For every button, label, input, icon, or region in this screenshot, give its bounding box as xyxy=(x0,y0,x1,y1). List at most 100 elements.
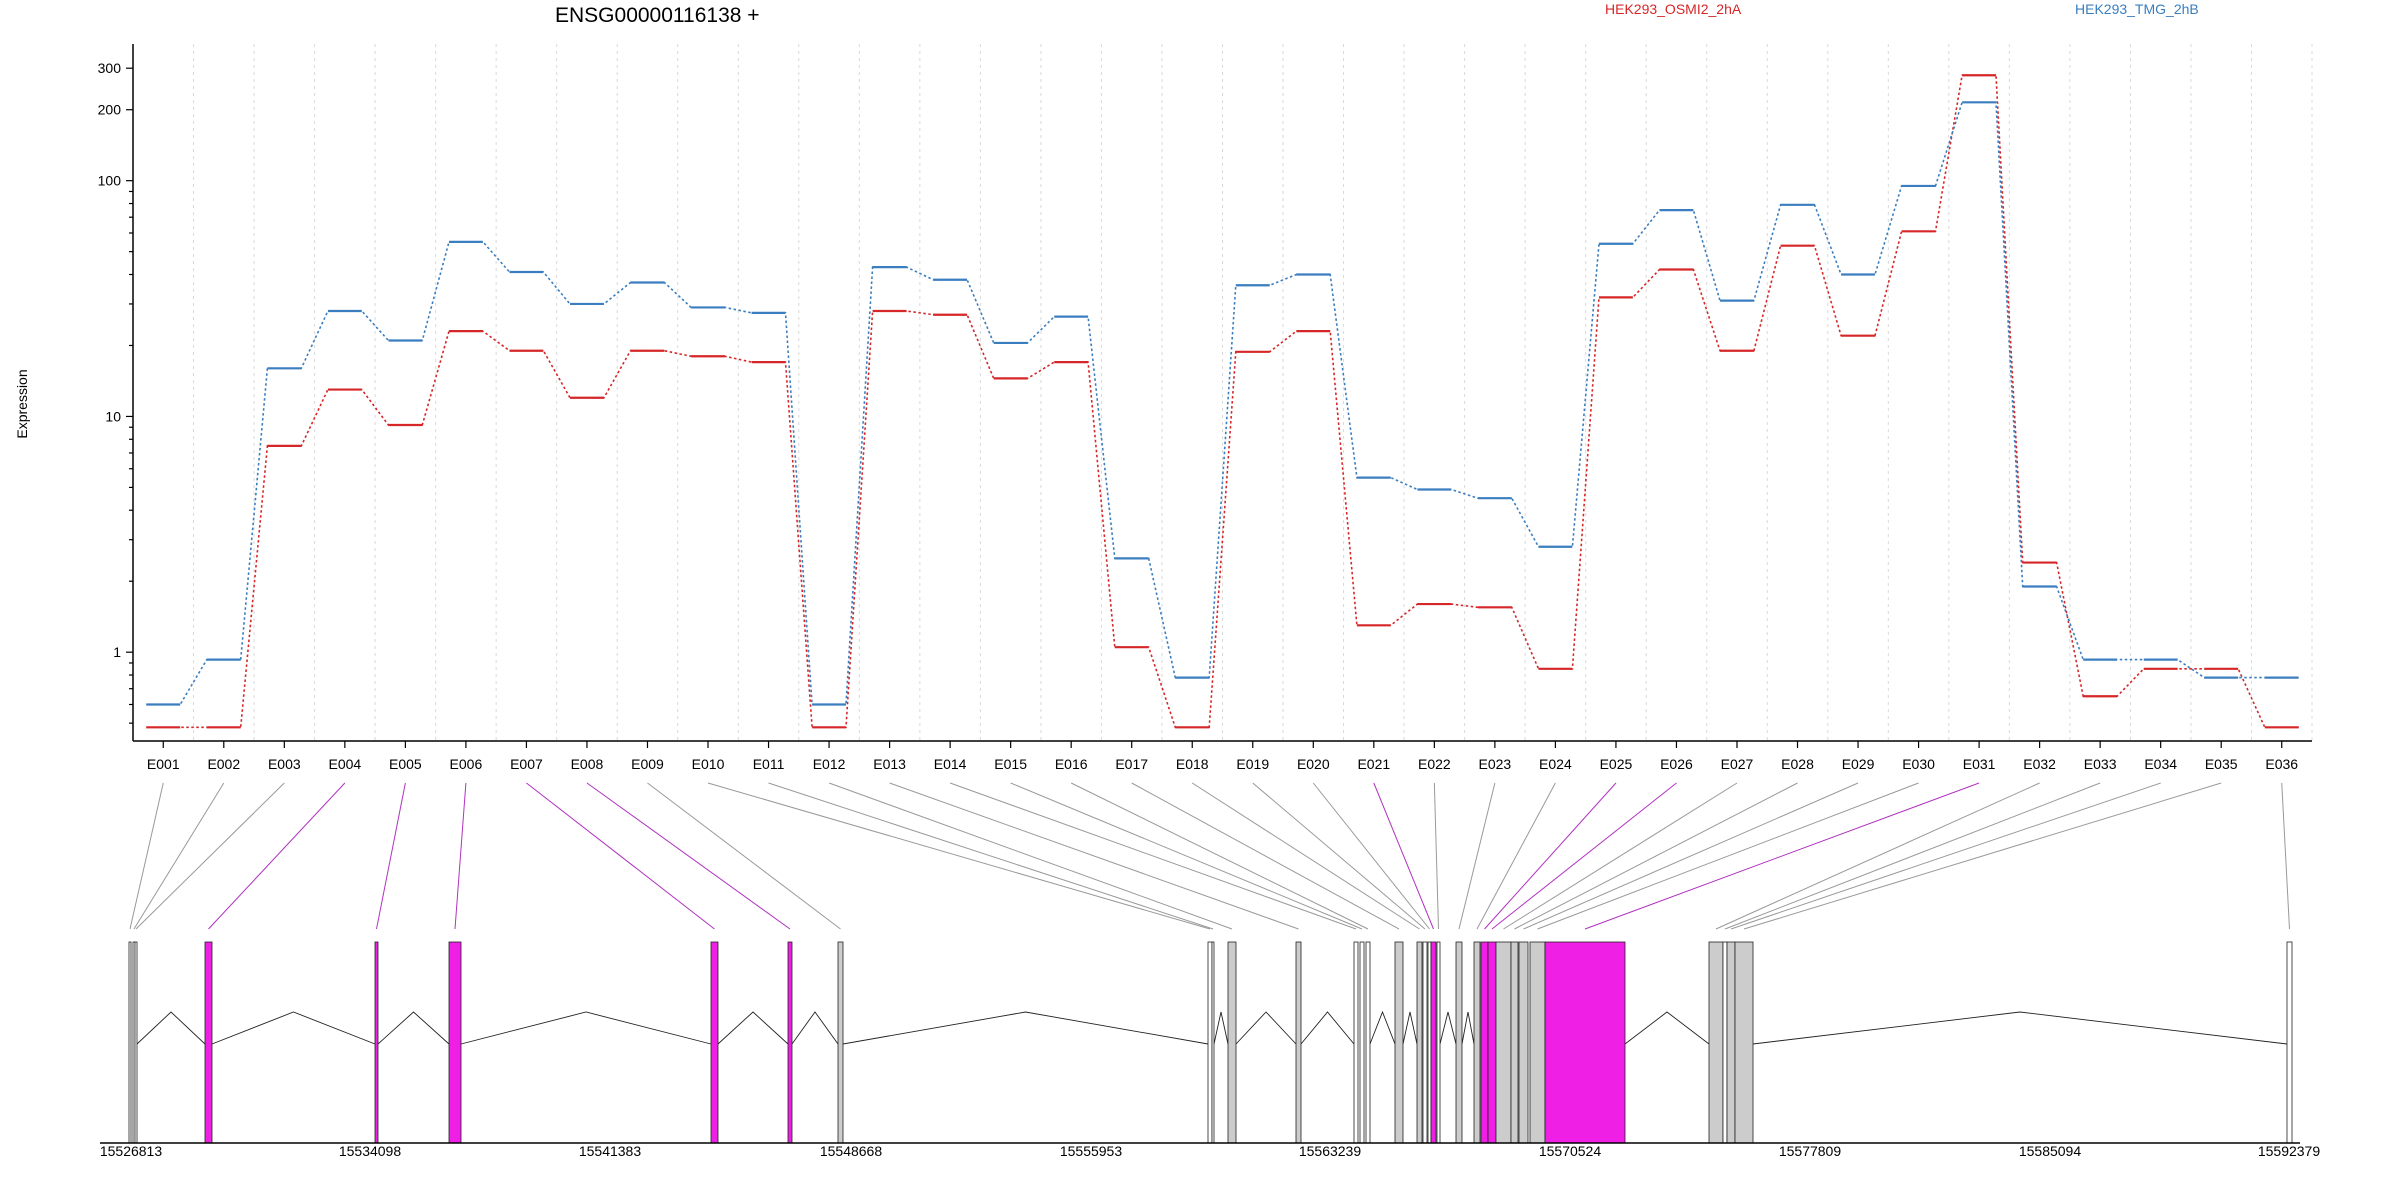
x-tick-label: E005 xyxy=(389,756,422,772)
x-tick-label: E022 xyxy=(1418,756,1451,772)
x-tick-label: E009 xyxy=(631,756,664,772)
x-tick-label: E020 xyxy=(1297,756,1330,772)
exon-connector xyxy=(1476,782,1556,930)
exon-connector xyxy=(1373,782,1434,930)
exon-box xyxy=(128,941,132,1144)
coordinate-label: 15534098 xyxy=(339,1143,402,1159)
x-tick-label: E011 xyxy=(753,756,785,772)
intron xyxy=(136,1011,206,1045)
exon-box xyxy=(1359,941,1365,1144)
intron xyxy=(791,1011,839,1045)
intron xyxy=(1213,1011,1229,1045)
intron xyxy=(842,1011,1209,1045)
exon-connector xyxy=(1433,782,1439,930)
exon-box xyxy=(1726,941,1736,1144)
exon-connector xyxy=(129,782,164,930)
exon-connector xyxy=(949,782,1357,930)
grid-lines xyxy=(132,44,2313,741)
x-tick-label: E001 xyxy=(147,756,180,772)
exon-box xyxy=(448,941,462,1144)
x-tick-label: E027 xyxy=(1721,756,1754,772)
coordinate-label: 15592379 xyxy=(2258,1143,2321,1159)
x-tick-label: E026 xyxy=(1660,756,1693,772)
x-tick-label: E012 xyxy=(813,756,846,772)
exon-connector xyxy=(707,782,1211,930)
exon-connector xyxy=(1523,782,1859,930)
intron xyxy=(1402,1011,1418,1045)
exon-connectors xyxy=(129,782,2290,930)
exon-connector xyxy=(1191,782,1420,930)
x-tick-label: E031 xyxy=(1963,756,1996,772)
exon-connector xyxy=(526,782,715,930)
x-tick-label: E035 xyxy=(2205,756,2238,772)
exon-box xyxy=(710,941,719,1144)
x-tick-label: E034 xyxy=(2144,756,2177,772)
exon-box xyxy=(1473,941,1481,1144)
coordinate-label: 15541383 xyxy=(579,1143,642,1159)
exon-connector xyxy=(1252,782,1426,930)
coordinate-label: 15555953 xyxy=(1060,1143,1123,1159)
exon-connector xyxy=(208,782,346,930)
coordinate-label: 15563239 xyxy=(1299,1143,1362,1159)
exon-box xyxy=(134,941,138,1144)
exon-box xyxy=(1495,941,1512,1144)
exon-connector xyxy=(1503,782,1738,930)
x-tick-label: E023 xyxy=(1479,756,1512,772)
x-tick-label: E028 xyxy=(1781,756,1814,772)
x-tick-label: E033 xyxy=(2084,756,2117,772)
intron xyxy=(1369,1010,1396,1045)
y-tick-label: 1 xyxy=(113,644,121,660)
x-tick-label: E030 xyxy=(1902,756,1935,772)
exon-connector xyxy=(1724,782,2101,930)
exon-connector xyxy=(1715,782,2040,930)
exon-box xyxy=(1518,941,1529,1144)
exon-box xyxy=(1487,941,1497,1144)
coordinate-label: 15585094 xyxy=(2019,1143,2082,1159)
x-tick-label: E013 xyxy=(873,756,906,772)
intron xyxy=(1624,1011,1710,1045)
coordinate-label: 15548668 xyxy=(820,1143,883,1159)
coordinate-label: 15526813 xyxy=(100,1143,163,1159)
x-tick-label: E015 xyxy=(994,756,1027,772)
exon-box xyxy=(1480,941,1489,1144)
x-tick-label: E018 xyxy=(1176,756,1209,772)
exon-connector xyxy=(133,782,225,930)
exon-connector xyxy=(1537,782,1919,930)
x-tick-label: E008 xyxy=(571,756,604,772)
intron xyxy=(717,1011,789,1045)
x-tick-label: E016 xyxy=(1055,756,1088,772)
x-tick-label: E021 xyxy=(1357,756,1390,772)
exon-connector xyxy=(1458,782,1496,930)
exon-labels: E001 E002 E003 E004 E005 E006 E007 E008 E009 E010… xyxy=(147,756,2298,772)
intron xyxy=(1752,1011,2288,1045)
series-lines xyxy=(146,74,2299,729)
exon-box xyxy=(1207,941,1213,1144)
exon-connector xyxy=(1070,782,1369,930)
exon-connector xyxy=(1584,782,1980,930)
intron xyxy=(211,1011,376,1045)
intron xyxy=(1461,1011,1475,1045)
x-tick-label: E017 xyxy=(1115,756,1148,772)
exon-connector xyxy=(454,782,467,930)
exon-connector xyxy=(376,782,406,930)
exon-connector xyxy=(1730,782,2161,930)
exon-box xyxy=(1436,941,1441,1144)
legend-entry-series-1: HEK293_OSMI2_2hA xyxy=(1605,1,1742,17)
exon-connector xyxy=(586,782,791,930)
legend-entry-series-2: HEK293_TMG_2hB xyxy=(2075,1,2199,17)
exon-box xyxy=(374,941,379,1144)
exon-connector xyxy=(828,782,1233,930)
coordinate-label: 15570524 xyxy=(1539,1143,1602,1159)
exon-box xyxy=(1353,941,1359,1144)
exon-connector xyxy=(1484,782,1617,930)
exon-box xyxy=(1529,941,1546,1144)
exon-connector xyxy=(768,782,1214,930)
intron xyxy=(1235,1011,1297,1045)
x-tick-label: E010 xyxy=(692,756,725,772)
exon-box xyxy=(1734,941,1754,1144)
x-tick-label: E002 xyxy=(207,756,240,772)
exon-box xyxy=(837,941,844,1144)
exon-connector xyxy=(1743,782,2222,930)
intron xyxy=(1300,1011,1355,1045)
